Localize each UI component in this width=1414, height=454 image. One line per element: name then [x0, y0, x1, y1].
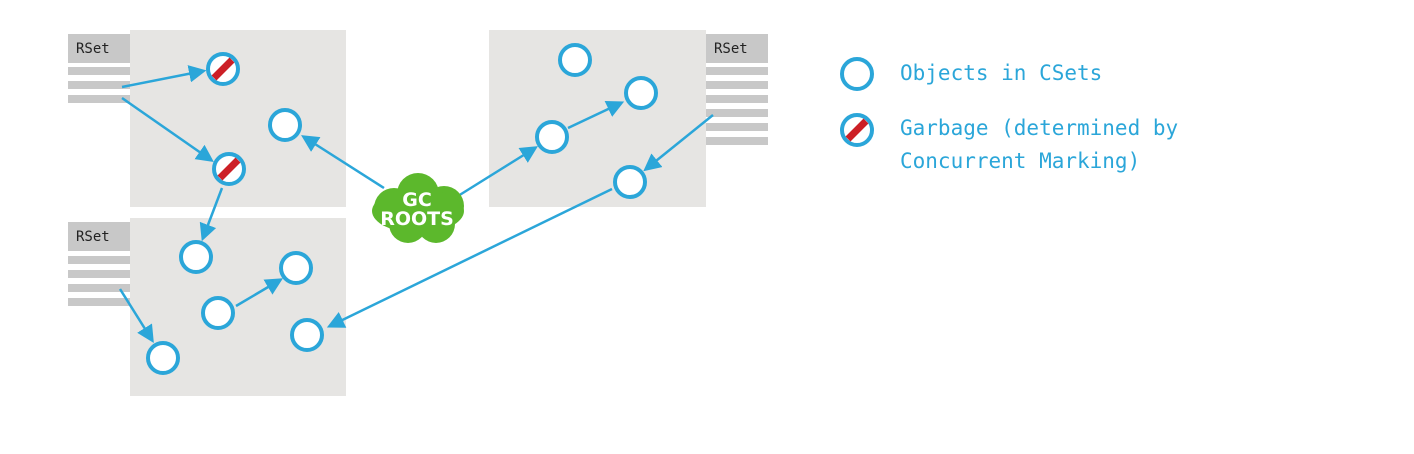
garbage-object: [212, 152, 246, 186]
rset-label-bottom-left: RSet: [76, 229, 110, 245]
legend-objects-label: Objects in CSets: [900, 61, 1102, 85]
legend-object-icon: [840, 57, 874, 91]
rset-label-top-left: RSet: [76, 41, 110, 57]
arrow-rset-to-garbage-1: [121, 65, 207, 89]
object-circle: [290, 318, 324, 352]
objects: [146, 43, 658, 375]
region-top-right: RSet: [489, 30, 768, 207]
gc-roots-cloud: GC ROOTS: [372, 173, 464, 243]
arrow-object-to-object-bottom: [235, 278, 284, 308]
object-circle: [179, 240, 213, 274]
object-circle: [146, 341, 180, 375]
arrow-garbage-to-object: [199, 187, 224, 242]
legend-garbage-label-line2: Concurrent Marking): [900, 149, 1140, 173]
legend-garbage-icon: [840, 113, 874, 147]
rset-label-top-right: RSet: [714, 41, 748, 57]
arrow-rset-to-garbage-2: [121, 96, 214, 163]
object-circle: [558, 43, 592, 77]
object-circle: [535, 120, 569, 154]
garbage-object: [206, 52, 240, 86]
arrow-rset-to-object-bottom: [118, 288, 154, 343]
object-circle: [624, 76, 658, 110]
region-top-left: RSet: [68, 30, 346, 207]
object-circle: [613, 165, 647, 199]
rset-top-left: RSet: [68, 34, 130, 103]
object-circle: [268, 108, 302, 142]
reference-arrows: [118, 65, 714, 343]
arrow-rset-to-object-right: [643, 114, 714, 172]
gc-roots-label-line1: GC: [402, 189, 432, 211]
rset-bottom-left: RSet: [68, 222, 130, 306]
object-circle: [279, 251, 313, 285]
arrow-roots-to-object-left: [301, 135, 385, 190]
arrow-object-right-to-object-bottom: [326, 187, 613, 328]
object-circle: [201, 296, 235, 330]
arrow-roots-to-object-right: [457, 146, 538, 198]
gc-roots-label-line2: ROOTS: [380, 208, 454, 230]
legend-garbage-label-line1: Garbage (determined by: [900, 116, 1178, 140]
arrow-object-to-object-right: [567, 101, 625, 130]
legend: Objects in CSets Garbage (determined by …: [840, 57, 1178, 173]
rset-top-right: RSet: [706, 34, 768, 145]
